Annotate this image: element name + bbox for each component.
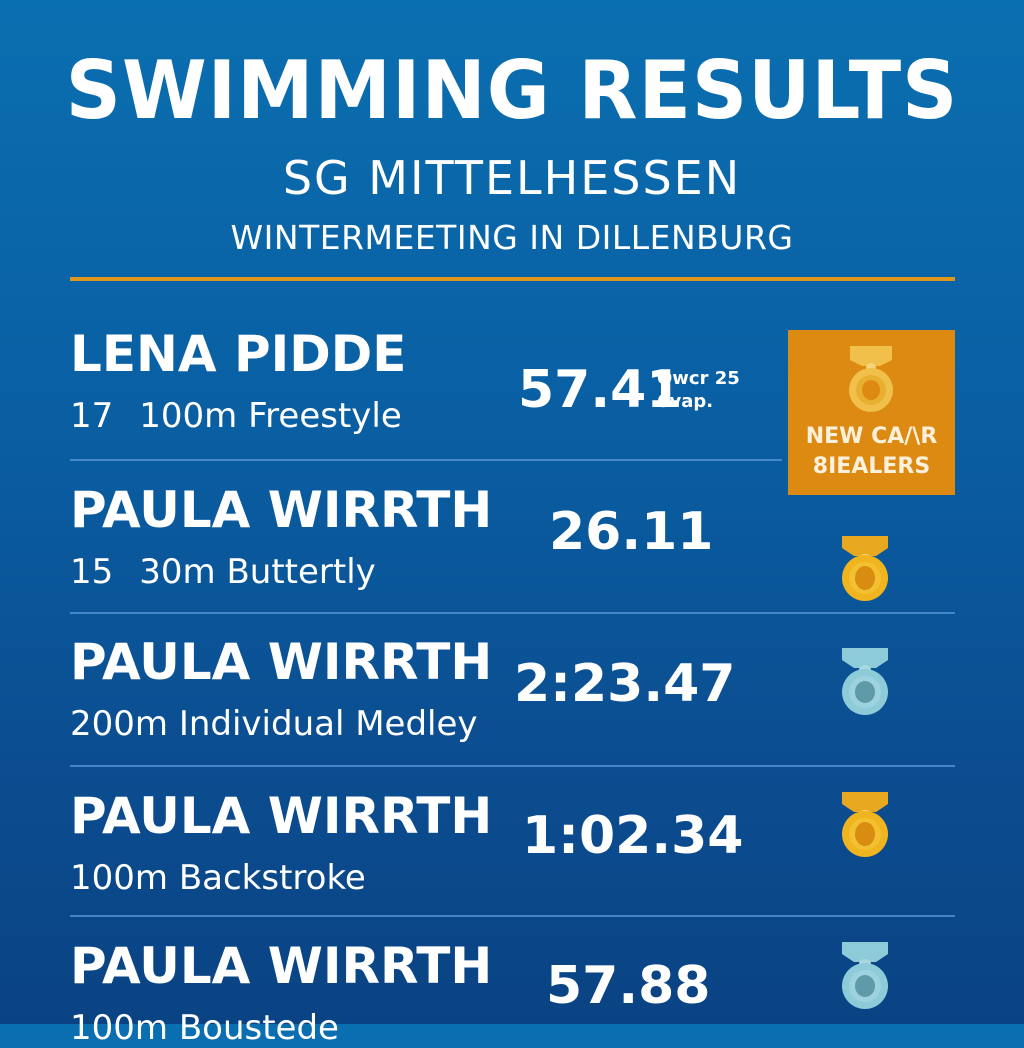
swimmer-age: 17: [70, 396, 114, 436]
event-name: 100m Freestyle: [139, 396, 402, 436]
record-badge-label: NEW CA/\R 8IEALERS: [805, 424, 938, 479]
event-name: 30m Buttertly: [139, 552, 376, 592]
medal-icon: [840, 344, 902, 416]
silver-medal-icon: [838, 646, 892, 718]
result-time: 57.88: [546, 956, 711, 1016]
result-time: 57.41: [518, 360, 683, 420]
swimmer-name: PAULA WIRRTH: [70, 937, 493, 995]
swimmer-name: PAULA WIRRTH: [70, 633, 493, 691]
result-note-line2: 6vap.: [657, 391, 714, 412]
club-name: SG MITTELHESSEN: [282, 151, 742, 205]
result-time: 26.11: [549, 502, 714, 562]
row-divider: [70, 459, 782, 461]
swimmer-age: 15: [70, 552, 114, 592]
swimmer-name: LENA PIDDE: [70, 325, 407, 383]
event-line: 100m Backstroke: [70, 858, 366, 898]
event-line: 100m Boustede: [70, 1008, 339, 1048]
result-note-line1: Owcr 25: [657, 368, 740, 389]
row-divider: [70, 765, 955, 767]
row-divider: [70, 915, 955, 917]
result-time: 1:02.34: [522, 806, 744, 866]
event-line: 15 30m Buttertly: [70, 552, 376, 592]
accent-divider: [70, 277, 955, 281]
event-line: 17 100m Freestyle: [70, 396, 402, 436]
swimmer-name: PAULA WIRRTH: [70, 481, 493, 539]
gold-medal-icon: [838, 790, 892, 860]
page-title: SWIMMING RESULTS: [65, 44, 959, 137]
row-divider: [70, 612, 955, 614]
meet-name: WINTERMEETING IN DILLENBURG: [230, 218, 794, 257]
result-time: 2:23.47: [514, 654, 736, 714]
new-record-badge: NEW CA/\R 8IEALERS: [788, 330, 955, 495]
silver-medal-icon: [838, 940, 892, 1012]
event-name: 100m Boustede: [70, 1008, 339, 1048]
event-line: 200m Individual Medley: [70, 704, 478, 744]
event-name: 100m Backstroke: [70, 858, 366, 898]
swimmer-name: PAULA WIRRTH: [70, 787, 493, 845]
gold-medal-icon: [838, 534, 892, 604]
event-name: 200m Individual Medley: [70, 704, 478, 744]
